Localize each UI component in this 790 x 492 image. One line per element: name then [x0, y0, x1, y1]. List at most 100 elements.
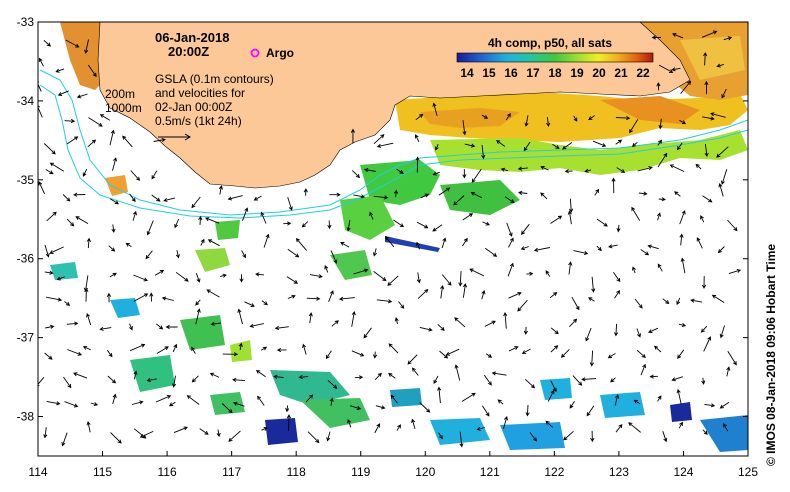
- velocity-arrow: [393, 219, 405, 228]
- velocity-arrow: [549, 292, 558, 299]
- velocity-arrow: [540, 166, 549, 171]
- velocity-arrow: [550, 345, 559, 353]
- velocity-arrow: [719, 325, 725, 339]
- argo-marker-icon: [250, 48, 260, 58]
- velocity-arrow: [109, 272, 117, 278]
- velocity-arrow: [374, 423, 381, 434]
- x-tick-label: 119: [351, 465, 370, 479]
- velocity-arrow: [657, 395, 662, 402]
- velocity-arrow: [253, 195, 262, 201]
- velocity-arrow: [222, 352, 239, 357]
- velocity-arrow: [301, 221, 309, 228]
- scale-arrow: [158, 133, 191, 141]
- velocity-arrow: [634, 298, 643, 309]
- velocity-arrow: [227, 195, 243, 201]
- velocity-arrow: [524, 115, 529, 127]
- velocity-arrow: [255, 272, 264, 277]
- velocity-arrow: [433, 375, 439, 385]
- velocity-arrow: [658, 64, 674, 73]
- velocity-arrow: [592, 140, 607, 148]
- velocity-arrow: [84, 287, 89, 302]
- velocity-arrow: [287, 197, 293, 211]
- velocity-arrow: [295, 237, 308, 251]
- description-line-3: 02-Jan 00:00Z: [155, 100, 232, 114]
- velocity-arrow: [373, 271, 387, 282]
- velocity-arrow: [46, 400, 61, 406]
- velocity-arrow: [198, 215, 203, 225]
- velocity-arrow: [637, 166, 653, 172]
- velocity-arrow: [723, 36, 733, 41]
- velocity-arrow: [207, 239, 220, 247]
- velocity-arrow: [702, 116, 715, 121]
- colorbar-tick-label: 21: [614, 66, 628, 80]
- velocity-arrow: [419, 402, 431, 413]
- x-tick-label: 123: [609, 465, 629, 479]
- velocity-arrow: [308, 312, 313, 324]
- velocity-arrow: [372, 351, 378, 359]
- velocity-arrow: [727, 219, 738, 232]
- velocity-arrow: [346, 219, 351, 232]
- velocity-arrow: [700, 215, 705, 223]
- velocity-arrow: [445, 348, 460, 356]
- velocity-arrow: [221, 403, 233, 414]
- velocity-arrow: [613, 272, 621, 283]
- velocity-arrow: [99, 114, 110, 121]
- velocity-arrow: [521, 348, 531, 354]
- velocity-arrow: [156, 346, 169, 354]
- depth-label-200m: 200m: [105, 87, 135, 101]
- velocity-arrow: [703, 336, 712, 352]
- velocity-arrow: [302, 343, 307, 355]
- velocity-arrow: [721, 88, 727, 99]
- velocity-arrow: [615, 139, 623, 145]
- velocity-arrow: [462, 213, 474, 221]
- velocity-arrow: [260, 346, 268, 351]
- velocity-arrow: [331, 320, 339, 327]
- velocity-arrow: [719, 401, 730, 409]
- x-tick-label: 121: [480, 465, 500, 479]
- velocity-arrow: [109, 198, 119, 205]
- velocity-arrow: [415, 113, 424, 121]
- colorbar-tick-label: 16: [504, 66, 518, 80]
- map-time: 20:00Z: [168, 44, 209, 59]
- velocity-arrow: [656, 212, 661, 221]
- velocity-arrow: [586, 405, 595, 417]
- velocity-arrow: [416, 272, 421, 284]
- velocity-arrow: [469, 268, 485, 277]
- velocity-arrow: [133, 293, 149, 302]
- velocity-arrow: [695, 163, 702, 170]
- velocity-arrow: [232, 401, 245, 407]
- velocity-arrow: [546, 117, 551, 127]
- velocity-arrow: [571, 296, 580, 311]
- velocity-arrow: [520, 246, 529, 251]
- velocity-arrow: [703, 51, 708, 66]
- velocity-arrow: [613, 323, 619, 337]
- x-axis: 114 115 116 117 118 119 120 121 122 123 124 125: [28, 451, 758, 479]
- velocity-arrow: [596, 218, 608, 227]
- velocity-arrow: [657, 152, 668, 168]
- velocity-arrow: [220, 273, 227, 278]
- velocity-arrow: [87, 64, 97, 78]
- velocity-arrow: [86, 237, 91, 249]
- velocity-arrow: [44, 352, 53, 360]
- velocity-arrow: [416, 221, 429, 229]
- velocity-arrow: [616, 167, 626, 173]
- velocity-arrow: [46, 296, 63, 302]
- velocity-arrow: [585, 327, 592, 342]
- velocity-arrow: [569, 198, 574, 213]
- velocity-arrow: [67, 349, 82, 356]
- velocity-arrow: [669, 164, 685, 172]
- velocity-arrow: [523, 326, 528, 335]
- velocity-arrow: [55, 68, 65, 73]
- velocity-arrow: [394, 317, 399, 325]
- velocity-arrow: [521, 223, 530, 235]
- velocity-arrow: [347, 419, 352, 428]
- y-tick-label: -36: [17, 252, 35, 266]
- velocity-arrow: [338, 296, 355, 301]
- velocity-arrow: [287, 294, 296, 299]
- velocity-arrow: [594, 188, 600, 196]
- velocity-arrow: [129, 343, 146, 352]
- velocity-arrow: [206, 289, 220, 298]
- velocity-arrow: [569, 318, 578, 328]
- velocity-arrow: [562, 142, 573, 150]
- velocity-arrow: [471, 168, 482, 183]
